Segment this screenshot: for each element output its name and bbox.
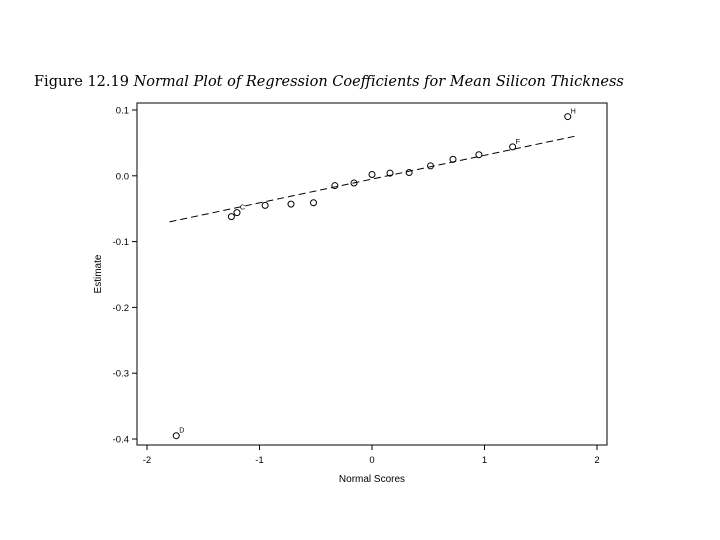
plot-frame: [136, 102, 608, 446]
figure-number: Figure 12.19: [34, 74, 129, 90]
data-point: [427, 162, 434, 170]
x-axis-ticks: -2 -1 0 1 2: [143, 445, 600, 466]
data-point: [449, 155, 457, 163]
y-tick-label: -0.1: [113, 237, 129, 248]
data-point: [475, 151, 483, 159]
data-point: [564, 113, 572, 121]
data-point-label: D: [179, 428, 184, 435]
y-axis-ticks: -0.4 -0.3 -0.2 -0.1 0.0 0.1: [113, 106, 137, 446]
data-point: [310, 199, 317, 207]
data-point: [172, 432, 180, 440]
x-tick-label: -1: [255, 455, 263, 466]
y-tick-label: 0.0: [116, 171, 129, 182]
data-point-label: F: [516, 139, 520, 146]
x-tick-label: 0: [369, 455, 374, 466]
data-point: [331, 182, 339, 190]
data-point: [386, 169, 394, 177]
x-tick-label: 2: [594, 455, 599, 466]
data-point-label: H: [571, 109, 576, 116]
y-axis-title: Estimate: [93, 254, 104, 293]
data-point: [287, 200, 295, 208]
data-points: D C F H: [172, 109, 576, 440]
data-point: [233, 209, 241, 217]
data-point: [368, 170, 376, 178]
data-point: [227, 213, 235, 221]
figure-caption: Figure 12.19 Normal Plot of Regression C…: [34, 74, 704, 90]
data-point: [261, 201, 269, 209]
y-tick-label: -0.3: [113, 369, 129, 380]
y-tick-label: -0.2: [113, 303, 129, 314]
data-point: [350, 179, 358, 187]
x-tick-label: -2: [143, 455, 151, 466]
x-tick-label: 1: [482, 455, 487, 466]
x-axis-title: Normal Scores: [339, 474, 405, 485]
data-point: [405, 169, 413, 177]
figure-title: Normal Plot of Regression Coefficients f…: [133, 74, 624, 90]
y-tick-label: -0.4: [113, 435, 129, 446]
y-tick-label: 0.1: [116, 106, 129, 117]
data-point-label: C: [240, 205, 245, 212]
data-point: [509, 143, 517, 151]
reference-line: [169, 135, 575, 223]
